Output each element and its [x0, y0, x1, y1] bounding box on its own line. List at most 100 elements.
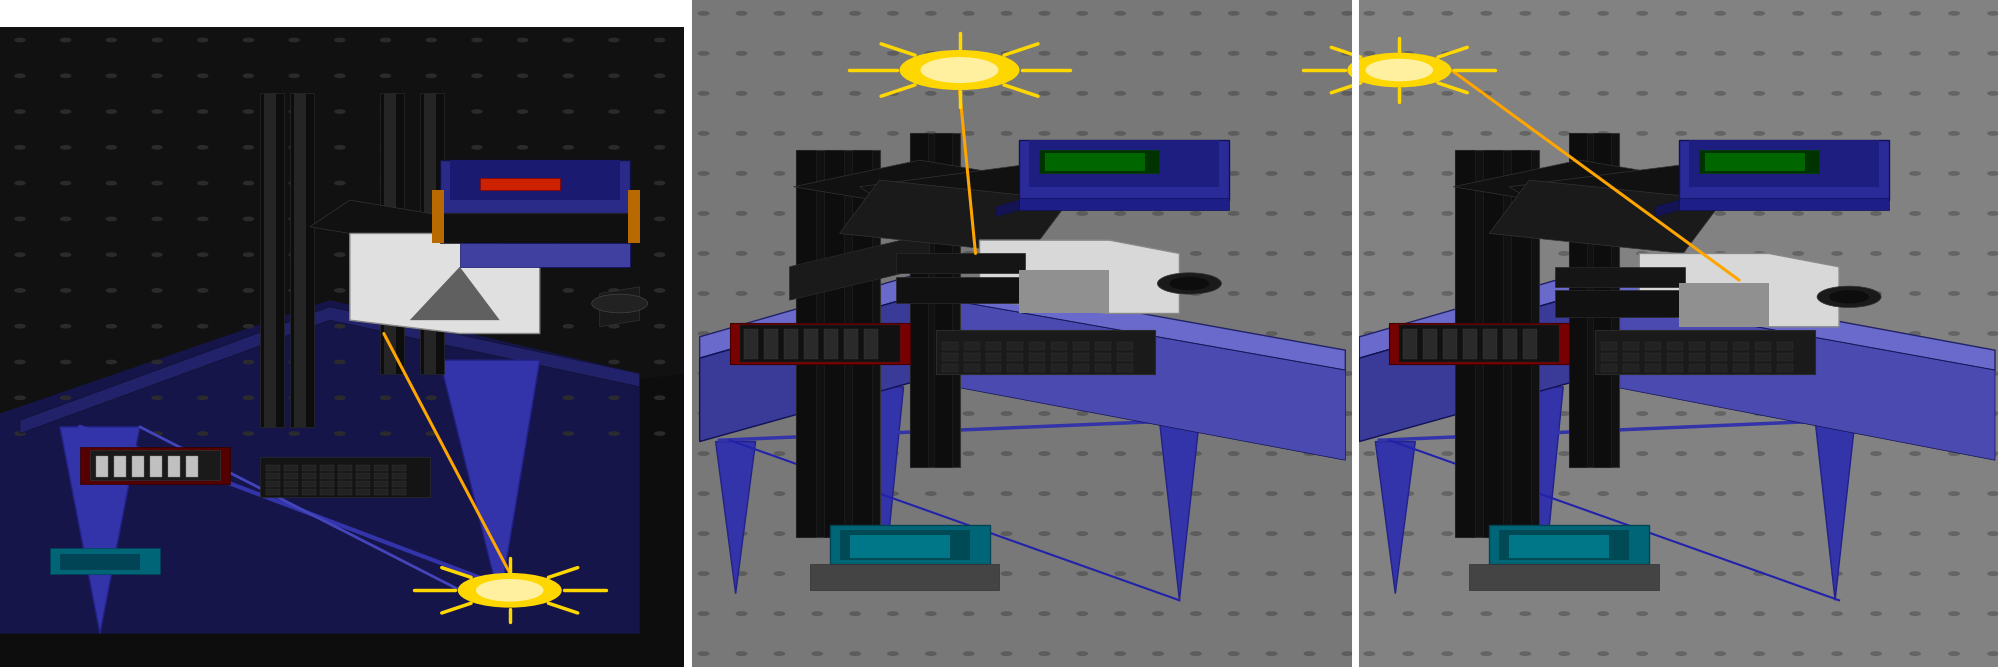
Circle shape: [773, 612, 783, 616]
Circle shape: [963, 532, 973, 536]
Circle shape: [1830, 532, 1842, 536]
Circle shape: [290, 181, 300, 185]
Bar: [783, 329, 797, 359]
Circle shape: [849, 131, 859, 135]
Circle shape: [811, 91, 821, 95]
Circle shape: [1714, 51, 1724, 55]
Circle shape: [198, 289, 208, 292]
Bar: [392, 473, 406, 479]
Bar: [1776, 353, 1792, 361]
Bar: [1508, 535, 1608, 558]
Circle shape: [1191, 452, 1201, 456]
Circle shape: [1039, 652, 1049, 656]
Circle shape: [609, 74, 619, 77]
Circle shape: [1636, 372, 1646, 376]
Bar: [374, 489, 388, 495]
Circle shape: [1153, 532, 1163, 536]
Circle shape: [1303, 492, 1315, 496]
Circle shape: [609, 325, 619, 328]
Bar: [420, 93, 444, 374]
Circle shape: [655, 289, 663, 292]
Circle shape: [1153, 412, 1163, 416]
Circle shape: [811, 11, 821, 15]
Circle shape: [244, 74, 254, 77]
Circle shape: [773, 291, 783, 295]
Bar: [96, 456, 108, 477]
Bar: [849, 535, 949, 558]
Circle shape: [106, 289, 116, 292]
Circle shape: [1596, 131, 1608, 135]
Bar: [963, 342, 979, 350]
Circle shape: [1303, 331, 1315, 336]
Bar: [863, 329, 877, 359]
Circle shape: [1403, 171, 1413, 175]
Bar: [1704, 153, 1804, 171]
Bar: [985, 364, 1001, 372]
Circle shape: [1636, 572, 1646, 576]
Circle shape: [1153, 291, 1163, 295]
Circle shape: [1948, 492, 1958, 496]
Bar: [1568, 133, 1618, 467]
Circle shape: [735, 492, 747, 496]
Circle shape: [1077, 372, 1087, 376]
Circle shape: [609, 110, 619, 113]
Bar: [150, 456, 162, 477]
Circle shape: [697, 572, 709, 576]
Circle shape: [1363, 652, 1375, 656]
Circle shape: [1518, 171, 1530, 175]
Circle shape: [887, 412, 897, 416]
Circle shape: [1153, 211, 1163, 215]
Circle shape: [1870, 331, 1880, 336]
Bar: [338, 465, 352, 471]
Bar: [284, 465, 298, 471]
Circle shape: [1792, 532, 1802, 536]
Circle shape: [735, 532, 747, 536]
Circle shape: [1001, 291, 1011, 295]
Circle shape: [887, 572, 897, 576]
Circle shape: [1558, 532, 1568, 536]
Circle shape: [1752, 251, 1764, 255]
Bar: [338, 473, 352, 479]
Circle shape: [849, 492, 859, 496]
Circle shape: [655, 432, 663, 436]
Bar: [1754, 353, 1770, 361]
Circle shape: [1792, 492, 1802, 496]
Bar: [1688, 140, 1878, 187]
Circle shape: [1191, 652, 1201, 656]
Circle shape: [1830, 572, 1842, 576]
Circle shape: [887, 51, 897, 55]
Circle shape: [1596, 412, 1608, 416]
Circle shape: [1267, 572, 1277, 576]
Bar: [480, 178, 559, 190]
Circle shape: [697, 652, 709, 656]
Circle shape: [1229, 91, 1239, 95]
Circle shape: [380, 145, 390, 149]
Circle shape: [1403, 532, 1413, 536]
Circle shape: [1115, 171, 1125, 175]
Circle shape: [1403, 331, 1413, 336]
Circle shape: [1596, 372, 1608, 376]
Circle shape: [1986, 532, 1998, 536]
Circle shape: [1077, 532, 1087, 536]
Circle shape: [1039, 532, 1049, 536]
Bar: [1698, 150, 1818, 173]
Circle shape: [1792, 331, 1802, 336]
Circle shape: [1558, 51, 1568, 55]
Circle shape: [609, 396, 619, 400]
Circle shape: [1518, 652, 1530, 656]
Circle shape: [609, 38, 619, 41]
Bar: [839, 530, 969, 560]
Circle shape: [1153, 131, 1163, 135]
Circle shape: [380, 325, 390, 328]
Bar: [963, 353, 979, 361]
Circle shape: [1674, 291, 1686, 295]
Circle shape: [336, 217, 346, 221]
Circle shape: [198, 217, 208, 221]
Circle shape: [811, 612, 821, 616]
Circle shape: [1714, 492, 1724, 496]
Circle shape: [1596, 51, 1608, 55]
Circle shape: [380, 38, 390, 41]
Circle shape: [1986, 612, 1998, 616]
Circle shape: [1191, 372, 1201, 376]
Circle shape: [1001, 372, 1011, 376]
